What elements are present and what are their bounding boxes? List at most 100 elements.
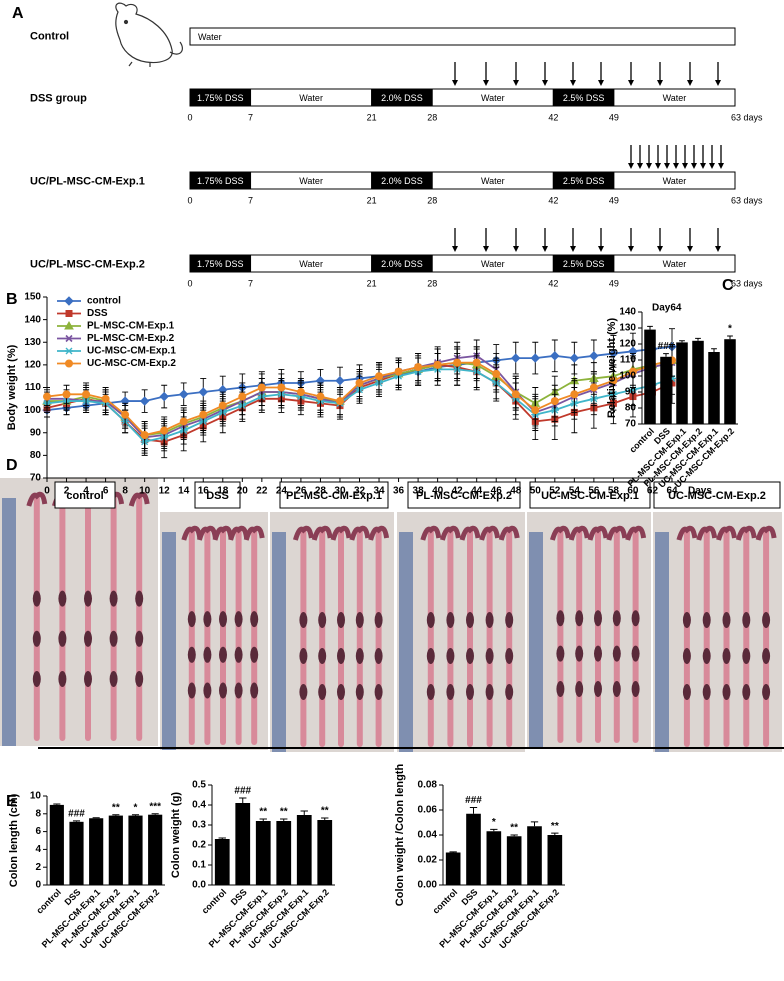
colon-content [594, 681, 602, 697]
error-bar [663, 354, 669, 357]
x-tick-label: 58 [608, 486, 620, 497]
marker [570, 354, 578, 362]
arrow-head [687, 246, 693, 252]
marker [590, 384, 597, 391]
segment-label: Water [663, 259, 687, 269]
annotation: *** [149, 801, 161, 812]
x-tick-label: 50 [530, 486, 542, 497]
colon-content [356, 648, 364, 664]
colon-content [58, 631, 66, 647]
colon-content [427, 648, 435, 664]
y-tick-label: 110 [25, 382, 42, 393]
bar [548, 835, 563, 885]
x-tick-label: 28 [315, 486, 327, 497]
error-bar [551, 833, 558, 835]
error-bar [490, 829, 497, 831]
colon-content [723, 684, 731, 700]
chart-title: Day64 [652, 303, 682, 314]
colon-content [446, 684, 454, 700]
colon-content [446, 612, 454, 628]
y-tick-label: 0.06 [418, 805, 438, 816]
marker [454, 359, 461, 366]
y-tick-label: 80 [30, 450, 42, 461]
y-axis-label: Colon weight (g) [170, 792, 182, 878]
y-axis-label: Body weight (%) [6, 344, 18, 430]
panel-label: D [6, 457, 18, 474]
bar [276, 821, 291, 885]
group-name: UC/PL-MSC-CM-Exp.2 [30, 258, 145, 270]
arrow-head [598, 246, 604, 252]
day-tick-label: 21 [367, 112, 377, 122]
day-tick-label: 21 [367, 278, 377, 288]
segment-label: 2.5% DSS [563, 93, 605, 103]
day-tick-label: 49 [609, 112, 619, 122]
annotation: ** [112, 802, 120, 813]
arrow-head [452, 246, 458, 252]
marker [239, 393, 246, 400]
colon-content [33, 591, 41, 607]
y-tick-label: 0.5 [192, 780, 206, 791]
bar [235, 803, 250, 885]
colon-content [356, 684, 364, 700]
arrow-head [673, 163, 679, 169]
error-bar [679, 341, 685, 343]
colon-content [219, 611, 227, 627]
day-tick-label: 7 [248, 278, 253, 288]
colon-content [250, 647, 258, 663]
marker [200, 411, 207, 418]
annotation: * [134, 802, 138, 813]
arrow-head [628, 163, 634, 169]
y-tick-label: 2 [35, 862, 41, 873]
photo [653, 512, 782, 752]
y-axis-label: Colon weight /Colon length [394, 764, 406, 907]
colon-content [486, 684, 494, 700]
colon-content [299, 684, 307, 700]
ruler [162, 532, 176, 750]
x-tick-label: 10 [139, 486, 151, 497]
colon-content [235, 683, 243, 699]
error-bar [280, 819, 287, 821]
segment [190, 28, 735, 45]
marker [512, 391, 519, 398]
bar [487, 831, 502, 885]
legend-label: PL-MSC-CM-Exp.2 [87, 333, 175, 344]
colon-content [613, 681, 621, 697]
error-bar [301, 811, 308, 815]
bar [527, 826, 542, 885]
arrow-head [655, 163, 661, 169]
panel-label: A [12, 5, 24, 22]
x-tick-label: 18 [217, 486, 229, 497]
marker [199, 388, 207, 396]
x-tick-label: 34 [373, 486, 385, 497]
error-bar [73, 821, 80, 822]
annotation: ### [658, 341, 675, 352]
error-bar [511, 835, 518, 836]
colon-content [203, 683, 211, 699]
marker [141, 397, 149, 405]
marker [160, 393, 168, 401]
marker [65, 297, 73, 305]
segment-label: Water [481, 93, 505, 103]
segment-label: Water [663, 176, 687, 186]
colon-content [203, 611, 211, 627]
photo [270, 512, 394, 752]
segment-label: 2.0% DSS [381, 176, 423, 186]
marker [219, 402, 226, 409]
bar [676, 342, 688, 424]
marker [180, 418, 187, 425]
marker [531, 354, 539, 362]
marker [336, 398, 343, 405]
arrow-head [628, 80, 634, 86]
panel-label: B [6, 291, 18, 308]
colon-content [337, 684, 345, 700]
day-tick-label: 0 [187, 112, 192, 122]
colon-content [703, 612, 711, 628]
marker [44, 393, 51, 400]
y-tick-label: 80 [625, 403, 637, 414]
bar [297, 815, 312, 885]
colon-content [556, 610, 564, 626]
marker [395, 368, 402, 375]
error-bar [647, 326, 653, 329]
bar [89, 818, 103, 885]
